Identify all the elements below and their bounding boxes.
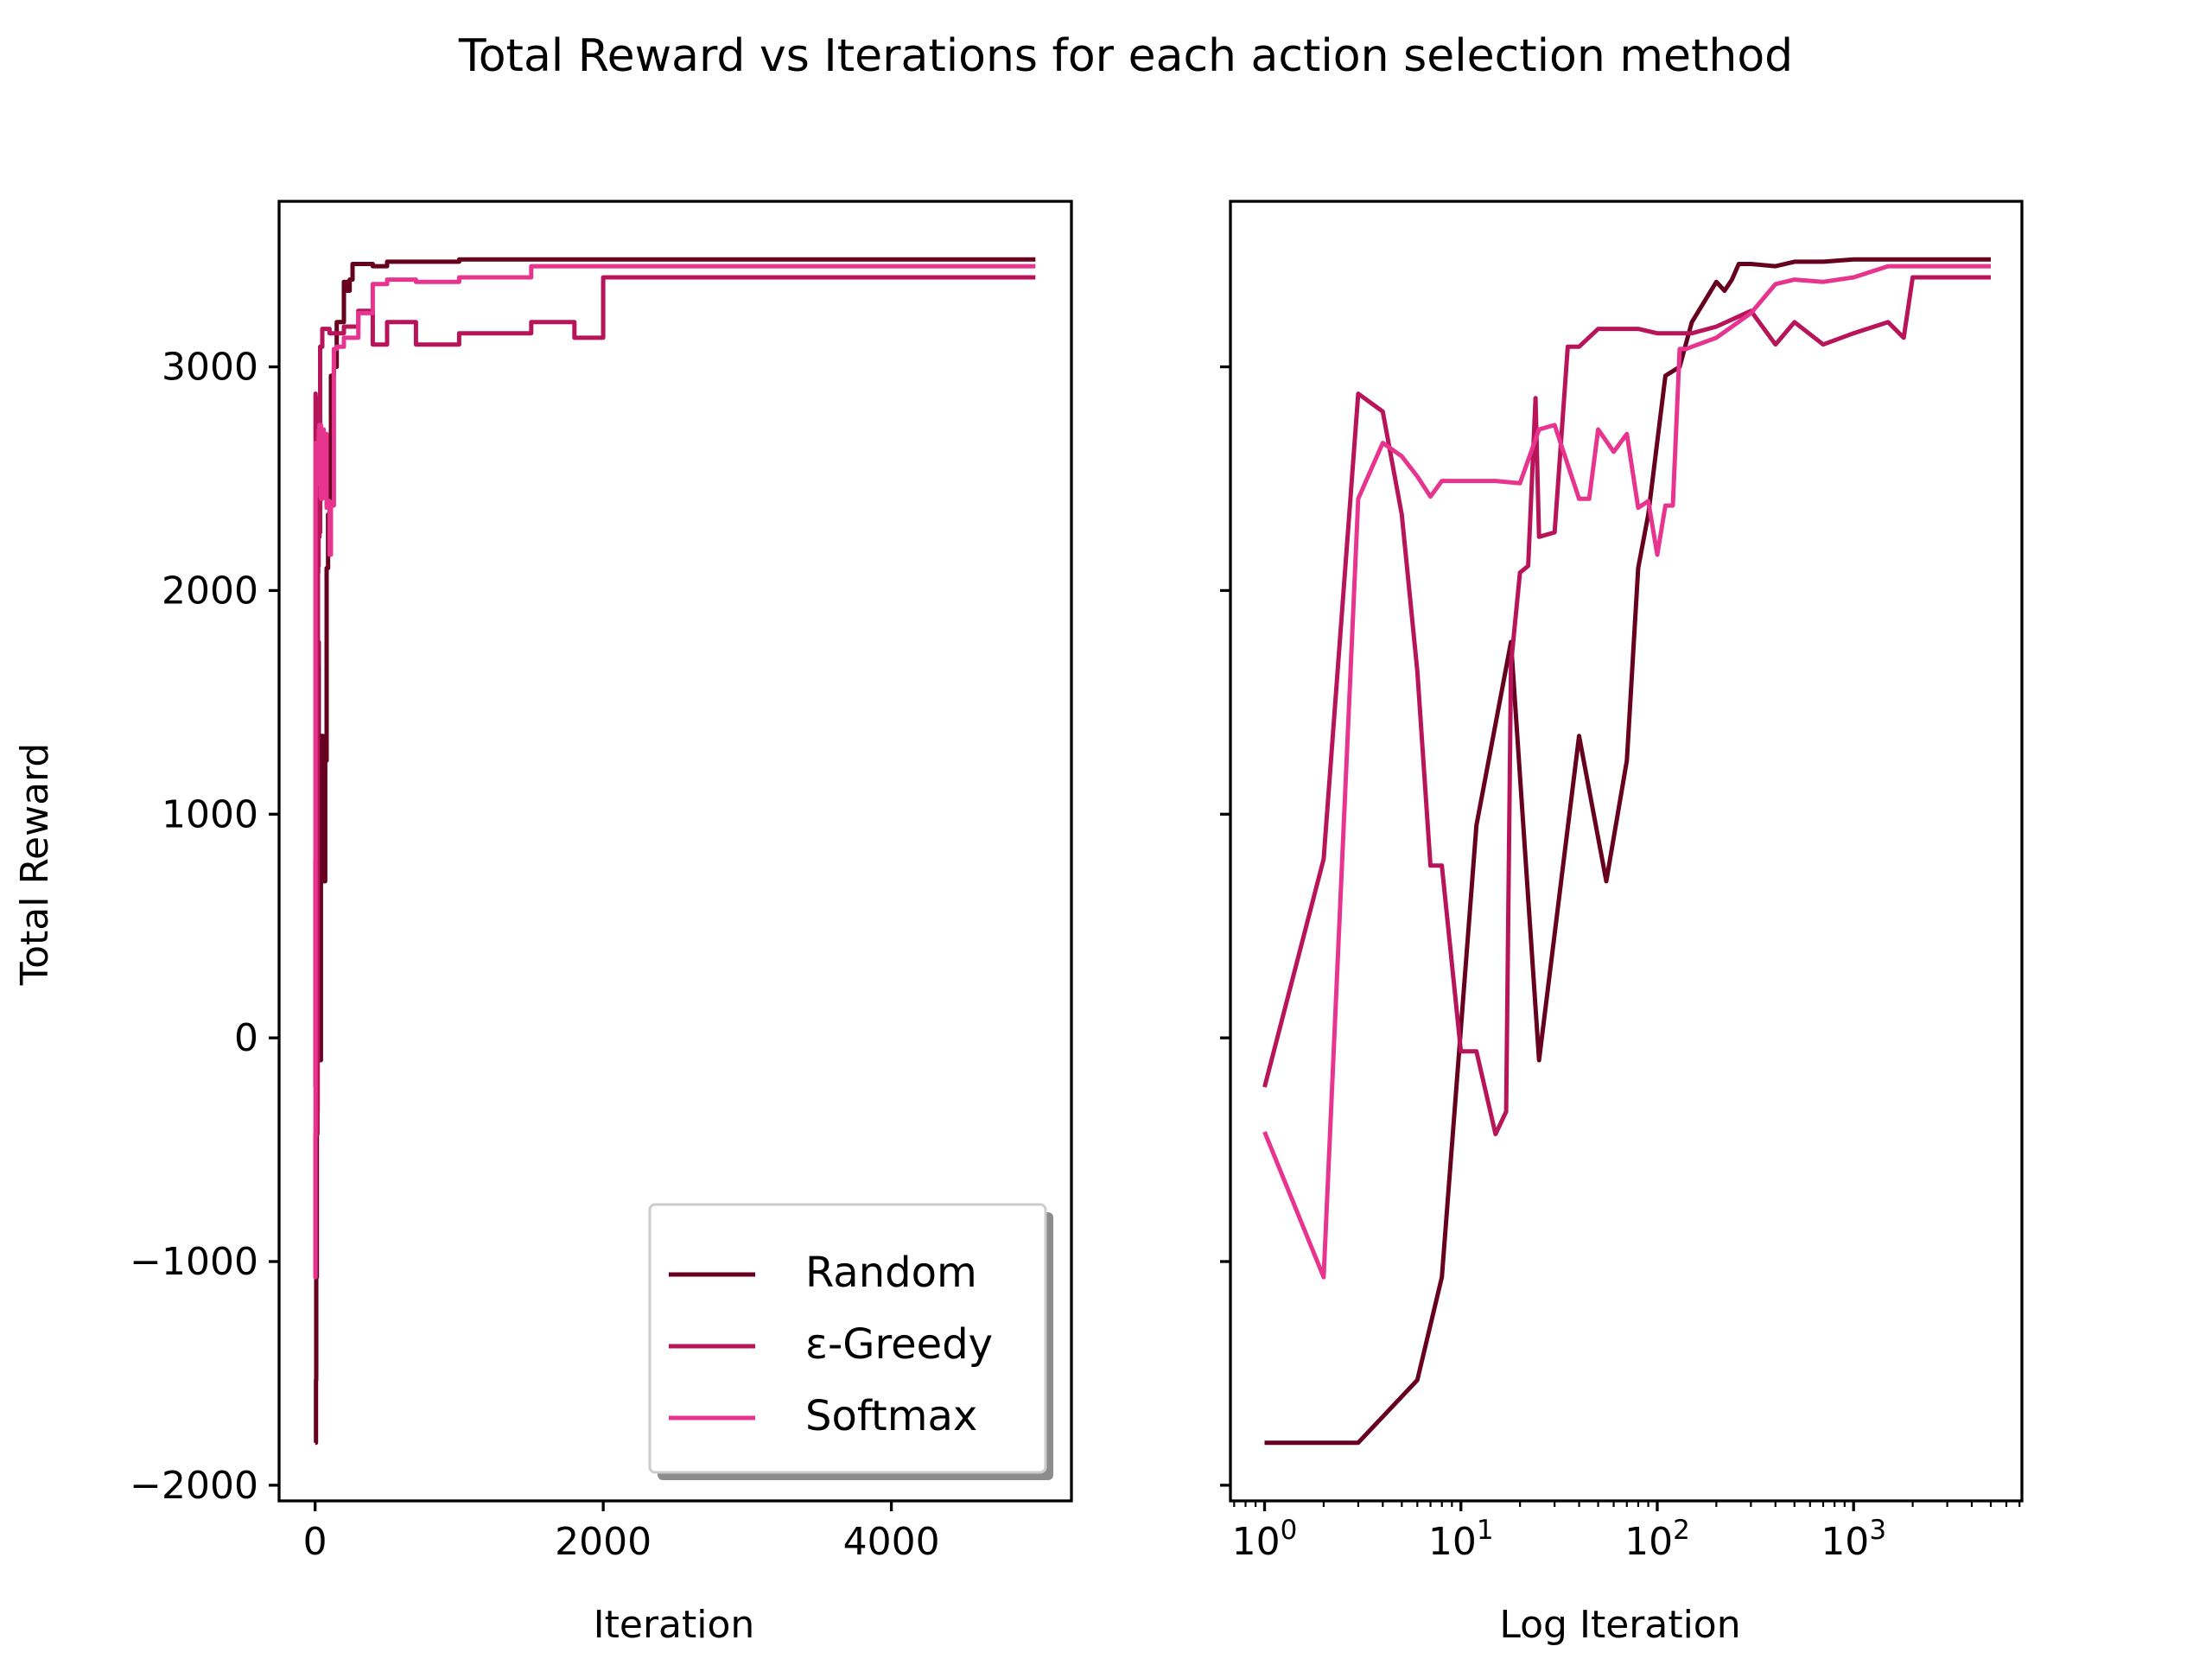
left-panel: Iteration Total Reward −2000 −1000 0 1000 20…	[13, 200, 1073, 1647]
left-y-tick-label: 3000	[162, 346, 258, 390]
left-y-axis-label: Total Reward	[13, 743, 57, 987]
right-x-tick-label: 101	[1428, 1515, 1494, 1564]
left-y-tick-label: −1000	[130, 1240, 258, 1284]
right-x-tick-label: 102	[1624, 1515, 1690, 1564]
figure-title: Total Reward vs Iterations for each acti…	[458, 30, 1793, 82]
left-x-tick-label: 2000	[555, 1520, 652, 1564]
right-x-axis-label: Log Iteration	[1499, 1603, 1740, 1647]
right-x-tick-label: 103	[1821, 1515, 1886, 1564]
legend-box	[648, 1203, 1047, 1474]
right-panel: Log Iteration 100 101 102 103	[1220, 200, 2024, 1647]
right-plot-area: 100 101 102 103	[1220, 200, 2024, 1564]
left-axes-frame	[277, 200, 1073, 1503]
right-series-egreedy	[1262, 275, 1991, 1136]
right-series-softmax	[1262, 264, 1991, 1280]
left-series-egreedy	[313, 275, 1036, 1136]
legend: Random ε-Greedy Softmax	[648, 1203, 1053, 1480]
right-axes-frame	[1229, 200, 2024, 1503]
legend-label-random: Random	[805, 1249, 977, 1297]
left-x-axis-label: Iteration	[594, 1603, 755, 1647]
left-x-tick-label: 0	[303, 1520, 327, 1564]
left-y-tick-label: −2000	[130, 1464, 258, 1508]
left-plot-area: −2000 −1000 0 1000 2000 3000 0 2000 4000	[130, 200, 1073, 1564]
legend-label-egreedy: ε-Greedy	[805, 1320, 993, 1369]
legend-label-softmax: Softmax	[805, 1392, 977, 1440]
right-x-tick-label: 100	[1232, 1515, 1298, 1564]
left-y-tick-label: 2000	[162, 569, 258, 613]
left-y-tick-label: 0	[234, 1016, 258, 1060]
right-series-random	[1264, 257, 1991, 1446]
left-series-softmax	[313, 264, 1036, 1280]
left-y-tick-label: 1000	[162, 792, 258, 836]
left-x-tick-label: 4000	[843, 1520, 940, 1564]
